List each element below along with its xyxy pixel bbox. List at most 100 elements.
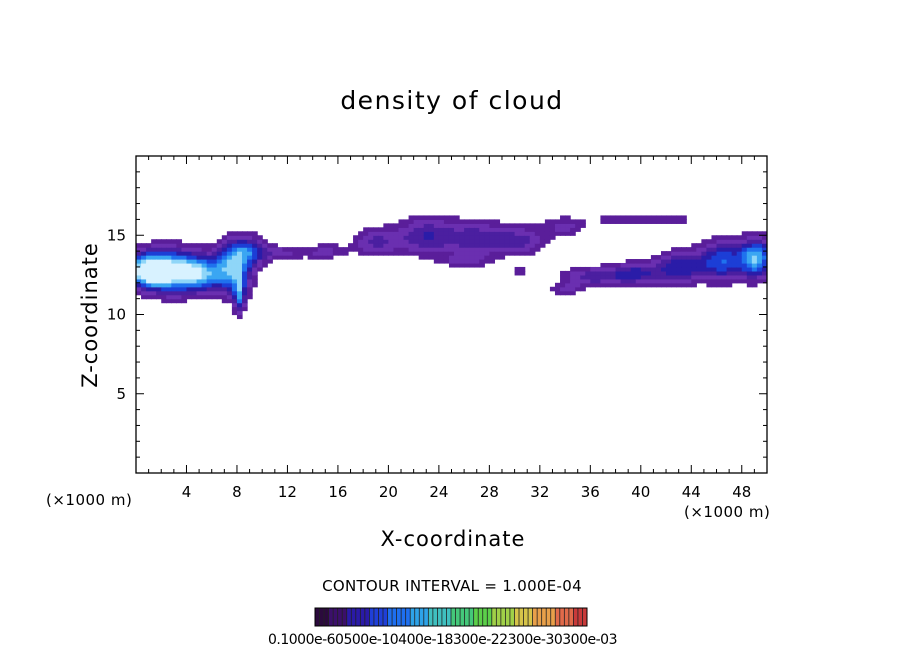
density-cell [156,259,162,264]
density-cell [585,274,591,280]
density-cell [443,247,450,252]
density-cell [211,247,218,252]
density-cell [686,278,692,284]
density-cell [459,227,465,232]
density-cell [691,251,697,256]
density-cell [605,270,612,276]
density-cell [226,298,233,304]
density-cell [247,235,253,240]
density-cell [741,255,748,260]
density-cell [549,231,556,236]
density-cell [433,227,440,232]
density-cell [247,255,253,260]
density-cell [519,231,526,236]
density-cell [746,243,753,248]
density-cell [403,247,410,252]
density-cell [600,266,607,272]
density-cell [388,243,395,248]
density-cell [544,223,551,228]
density-cell [353,235,359,240]
colorbar-swatch [500,608,506,626]
density-cell [428,235,435,240]
density-cell [504,239,511,244]
density-cell [650,262,657,268]
density-cell [519,251,526,256]
density-cell [605,215,612,220]
contour-interval-note: CONTOUR INTERVAL = 1.000E-04 [322,577,582,595]
density-cell [655,270,662,276]
density-cell [741,235,748,240]
density-cell [640,274,647,280]
density-cell [615,266,622,272]
density-cell [726,278,733,284]
density-cell [484,231,490,236]
density-cell [413,243,420,248]
colorbar-swatch [423,608,429,626]
density-cell [448,243,455,248]
density-cell [600,262,607,268]
density-cell [640,270,647,276]
density-cell [741,278,748,284]
density-cell [630,262,637,268]
density-cell [201,278,208,284]
density-cell [519,223,526,228]
density-cell [201,270,208,276]
density-cell [216,274,223,280]
density-cell [297,247,304,252]
density-cell [242,239,248,244]
density-cell [317,251,324,256]
density-cell [751,259,758,264]
density-cell [464,259,470,264]
density-cell [469,239,475,244]
density-cell [761,231,767,236]
density-cell [464,219,470,224]
density-cell [767,263,773,268]
density-cell [448,215,455,220]
density-cell [731,251,738,256]
density-cell [196,286,203,292]
density-cell [696,251,702,256]
density-cell [575,219,581,224]
colorbar-swatch [369,608,375,626]
density-cell [297,255,304,260]
density-cell [146,247,152,252]
density-cell [761,259,767,264]
density-cell [716,278,723,284]
density-cell [267,243,273,248]
density-cell [721,278,728,284]
density-cell [610,274,617,280]
density-cell [151,259,157,264]
density-cell [358,247,364,252]
density-cell [630,266,637,272]
colorbar-swatch [432,608,438,626]
density-cell [676,259,682,264]
density-cell [539,227,546,232]
density-cell [539,235,546,240]
y-tick-label: 5 [116,385,126,403]
colorbar-swatch [559,608,565,626]
density-cell [181,259,188,264]
density-cell [443,235,450,240]
density-cell [221,290,228,296]
density-cell [337,247,344,252]
density-cell [216,259,223,264]
density-cell [171,274,177,280]
density-cell [655,274,662,280]
colorbar-labels: 0.1000e-60500e-10400e-18300e-22300e-3030… [268,632,617,648]
density-cell [459,223,465,228]
density-cell [484,259,490,264]
density-cell [216,247,223,252]
density-cell [206,274,213,280]
density-cell [494,255,501,260]
density-cell [585,270,591,276]
density-cell [681,251,687,256]
density-cell [575,223,581,228]
density-cell [676,262,682,268]
density-cell [211,278,218,284]
density-cell [660,266,667,272]
density-cell [146,282,152,288]
density-cell [221,262,228,268]
density-cell [418,235,425,240]
density-cell [721,259,728,264]
density-cell [373,239,379,244]
